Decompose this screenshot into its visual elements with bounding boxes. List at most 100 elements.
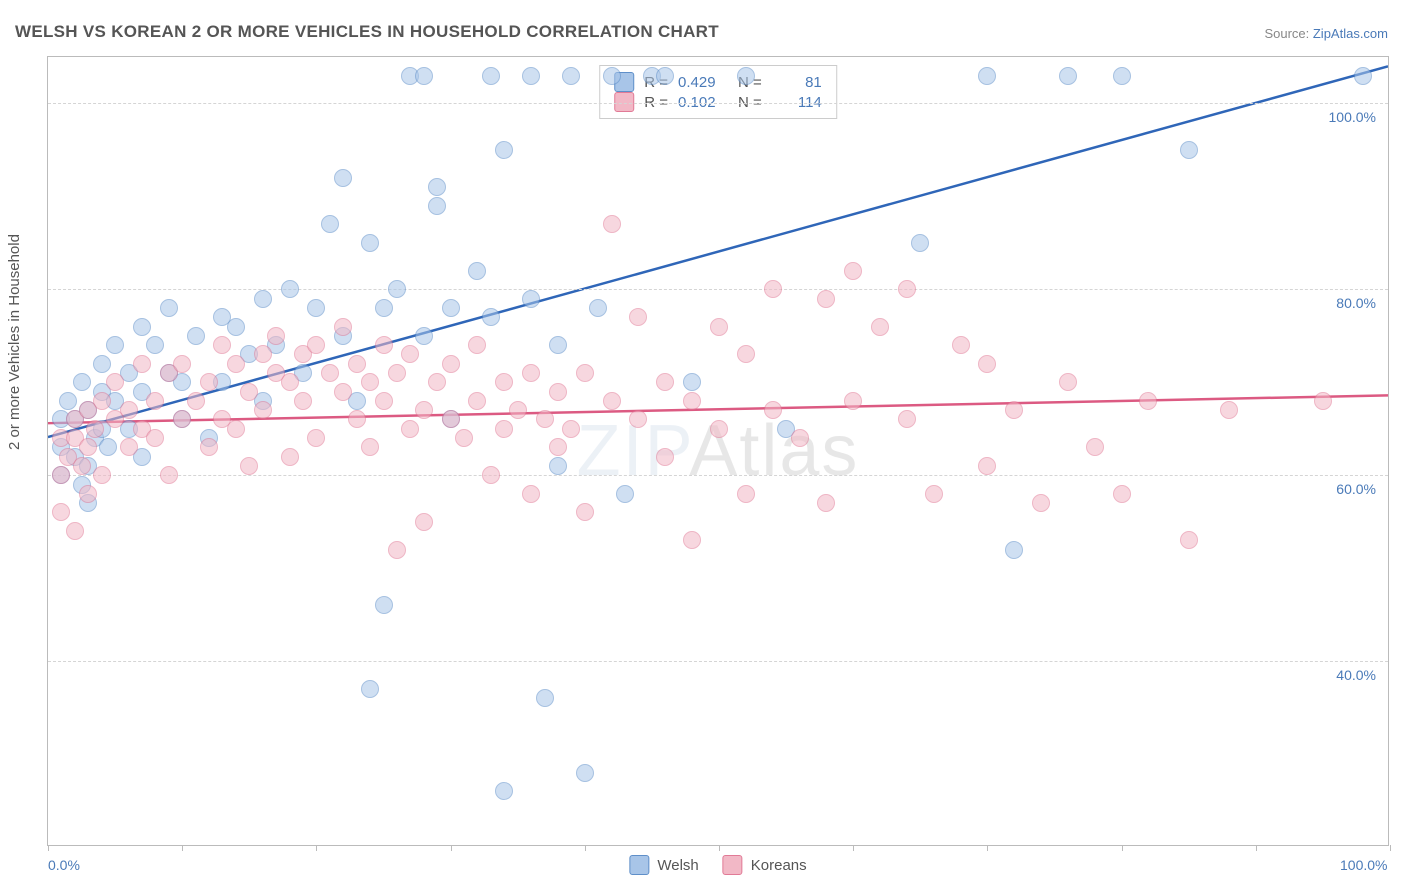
scatter-marker [106, 336, 124, 354]
scatter-marker [106, 373, 124, 391]
scatter-marker [442, 299, 460, 317]
scatter-marker [415, 67, 433, 85]
scatter-marker [240, 457, 258, 475]
scatter-marker [576, 764, 594, 782]
scatter-marker [656, 448, 674, 466]
scatter-marker [495, 141, 513, 159]
y-axis-label: 2 or more Vehicles in Household [6, 234, 23, 450]
scatter-marker [307, 299, 325, 317]
scatter-marker [495, 373, 513, 391]
x-tick-mark [585, 845, 586, 851]
trend-lines-svg [48, 57, 1388, 845]
scatter-marker [59, 392, 77, 410]
scatter-marker [415, 401, 433, 419]
legend-series-item: Welsh [629, 855, 698, 875]
scatter-marker [562, 420, 580, 438]
scatter-marker [200, 373, 218, 391]
scatter-marker [73, 457, 91, 475]
scatter-marker [133, 355, 151, 373]
chart-title: WELSH VS KOREAN 2 OR MORE VEHICLES IN HO… [15, 22, 719, 42]
scatter-marker [925, 485, 943, 503]
scatter-marker [844, 392, 862, 410]
scatter-marker [227, 318, 245, 336]
gridline-h [48, 289, 1388, 290]
scatter-marker [213, 336, 231, 354]
scatter-marker [361, 680, 379, 698]
scatter-marker [629, 410, 647, 428]
scatter-marker [737, 345, 755, 363]
scatter-marker [737, 485, 755, 503]
scatter-marker [817, 290, 835, 308]
x-tick-mark [451, 845, 452, 851]
scatter-marker [281, 280, 299, 298]
scatter-marker [307, 336, 325, 354]
scatter-marker [562, 67, 580, 85]
scatter-marker [375, 336, 393, 354]
scatter-marker [549, 438, 567, 456]
r-value: 0.429 [678, 74, 728, 91]
scatter-marker [683, 392, 701, 410]
gridline-h [48, 661, 1388, 662]
scatter-marker [348, 410, 366, 428]
legend-stats: R =0.429N =81R =0.102N =114 [599, 65, 837, 119]
scatter-marker [52, 503, 70, 521]
legend-series-label: Koreans [751, 857, 807, 874]
x-tick-mark [1390, 845, 1391, 851]
scatter-marker [1059, 373, 1077, 391]
scatter-marker [240, 383, 258, 401]
scatter-marker [146, 336, 164, 354]
x-tick-label: 100.0% [1340, 857, 1387, 873]
scatter-marker [549, 336, 567, 354]
scatter-marker [536, 689, 554, 707]
y-tick-label: 100.0% [1329, 109, 1376, 125]
scatter-marker [1113, 67, 1131, 85]
scatter-marker [173, 410, 191, 428]
n-value: 81 [772, 74, 822, 91]
scatter-marker [321, 215, 339, 233]
scatter-marker [160, 466, 178, 484]
scatter-marker [415, 513, 433, 531]
scatter-marker [348, 355, 366, 373]
r-value: 0.102 [678, 94, 728, 111]
scatter-marker [509, 401, 527, 419]
source-link[interactable]: ZipAtlas.com [1313, 26, 1388, 41]
scatter-marker [710, 318, 728, 336]
scatter-marker [1180, 141, 1198, 159]
scatter-marker [1086, 438, 1104, 456]
scatter-marker [536, 410, 554, 428]
source-prefix: Source: [1264, 26, 1312, 41]
scatter-marker [93, 466, 111, 484]
scatter-marker [978, 67, 996, 85]
x-tick-label: 0.0% [48, 857, 80, 873]
scatter-marker [401, 345, 419, 363]
scatter-marker [120, 401, 138, 419]
x-tick-mark [48, 845, 49, 851]
scatter-marker [361, 438, 379, 456]
scatter-marker [683, 531, 701, 549]
x-tick-mark [1122, 845, 1123, 851]
gridline-h [48, 103, 1388, 104]
scatter-marker [361, 234, 379, 252]
legend-series-item: Koreans [723, 855, 807, 875]
scatter-marker [401, 420, 419, 438]
scatter-marker [200, 438, 218, 456]
x-tick-mark [316, 845, 317, 851]
scatter-marker [267, 327, 285, 345]
scatter-marker [160, 299, 178, 317]
scatter-marker [482, 67, 500, 85]
scatter-marker [1005, 401, 1023, 419]
scatter-marker [482, 308, 500, 326]
scatter-marker [428, 197, 446, 215]
scatter-marker [133, 318, 151, 336]
scatter-marker [468, 392, 486, 410]
scatter-marker [495, 420, 513, 438]
legend-swatch [614, 92, 634, 112]
scatter-marker [334, 318, 352, 336]
scatter-marker [603, 392, 621, 410]
scatter-marker [522, 364, 540, 382]
scatter-marker [307, 429, 325, 447]
scatter-marker [1005, 541, 1023, 559]
scatter-marker [791, 429, 809, 447]
scatter-marker [281, 373, 299, 391]
scatter-marker [281, 448, 299, 466]
